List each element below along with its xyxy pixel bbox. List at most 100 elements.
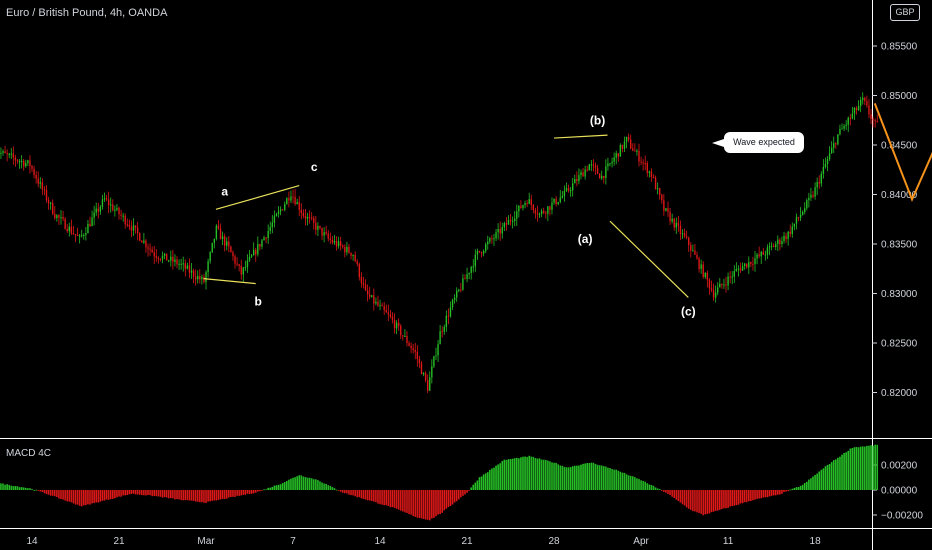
macd-bar <box>348 490 350 495</box>
candle-body <box>617 153 619 157</box>
macd-bar <box>729 490 731 507</box>
macd-bar <box>437 490 439 515</box>
candle-body <box>524 203 526 206</box>
macd-bar <box>640 480 642 490</box>
macd-bar <box>277 484 280 490</box>
candle-body <box>118 207 120 215</box>
macd-bar <box>230 490 232 498</box>
candle-body <box>58 215 60 218</box>
macd-bar <box>308 477 311 490</box>
candle-body <box>783 235 785 242</box>
macd-bar <box>642 480 644 490</box>
candle-body <box>723 284 725 286</box>
candle-body <box>335 240 338 247</box>
candle-body <box>584 169 586 177</box>
candle-body <box>476 250 479 255</box>
macd-bar <box>267 487 269 490</box>
candle-body <box>621 144 624 149</box>
candle-body <box>826 159 829 164</box>
macd-bar <box>650 485 653 490</box>
macd-bar <box>167 490 170 499</box>
macd-bar <box>536 458 539 490</box>
candle-body <box>694 250 696 255</box>
candle-body <box>226 241 228 246</box>
candle-body <box>607 163 609 167</box>
macd-bar <box>186 490 189 501</box>
candle-body <box>472 266 474 268</box>
macd-bar <box>6 484 8 490</box>
candle-body <box>872 118 874 121</box>
macd-bar <box>507 459 510 490</box>
macd-bar <box>213 490 216 501</box>
candle-body <box>833 143 835 148</box>
macd-bar <box>872 445 874 490</box>
macd-bar <box>868 445 870 490</box>
macd-bar <box>617 470 620 490</box>
macd-bar <box>681 490 684 505</box>
macd-bar <box>499 463 501 490</box>
macd-bar <box>787 490 789 492</box>
macd-bar <box>524 456 526 490</box>
candle-body <box>261 240 263 247</box>
macd-bar <box>654 487 657 490</box>
candle-body <box>580 172 582 176</box>
candle-body <box>685 236 688 238</box>
candle-body <box>298 202 300 210</box>
currency-badge[interactable]: GBP <box>890 4 920 21</box>
candle-body <box>743 263 746 267</box>
macd-bar <box>109 490 112 500</box>
macd-bar <box>468 490 470 491</box>
candle-body <box>56 215 58 219</box>
macd-bar <box>174 490 176 500</box>
macd-bar <box>723 490 725 509</box>
macd-bar <box>178 490 180 500</box>
macd-bar <box>302 476 305 490</box>
macd-bar <box>652 485 655 490</box>
macd-bar <box>702 490 705 516</box>
candle-body <box>665 208 667 211</box>
candle-body <box>721 283 723 286</box>
macd-bar <box>561 465 564 490</box>
candle-body <box>197 275 199 280</box>
candle-body <box>49 202 52 204</box>
macd-bar <box>594 463 597 490</box>
candle-body <box>116 207 118 210</box>
candle-body <box>263 237 265 241</box>
macd-bar <box>337 490 340 491</box>
candle-body <box>503 223 506 228</box>
macd-bar <box>385 490 388 506</box>
candle-body <box>395 322 398 329</box>
candle-body <box>161 255 164 260</box>
macd-bar <box>559 465 562 490</box>
macd-bar <box>835 459 837 490</box>
macd-bar <box>286 480 288 490</box>
macd-bar <box>259 490 261 492</box>
macd-bar <box>443 490 446 511</box>
candle-body <box>352 255 354 257</box>
macd-bar <box>85 490 87 506</box>
macd-bar <box>534 458 537 490</box>
candle-body <box>4 151 6 154</box>
candle-body <box>727 276 729 286</box>
candle-body <box>538 213 541 215</box>
macd-bar <box>627 475 630 490</box>
macd-bar <box>217 490 220 500</box>
macd-bar <box>368 490 371 501</box>
time-tick-label: Mar <box>197 536 215 547</box>
macd-bar <box>190 490 193 501</box>
macd-bar <box>312 479 315 490</box>
candle-body <box>6 153 8 155</box>
candle-body <box>300 209 303 213</box>
candle-body <box>513 218 516 221</box>
macd-bar <box>615 469 618 490</box>
candle-body <box>273 216 276 223</box>
candle-body <box>290 196 292 201</box>
macd-bar <box>648 484 651 490</box>
candle-body <box>91 217 93 227</box>
macd-bar <box>24 487 27 490</box>
candle-body <box>855 107 858 111</box>
macd-bar <box>795 487 798 490</box>
candle-body <box>350 252 352 256</box>
